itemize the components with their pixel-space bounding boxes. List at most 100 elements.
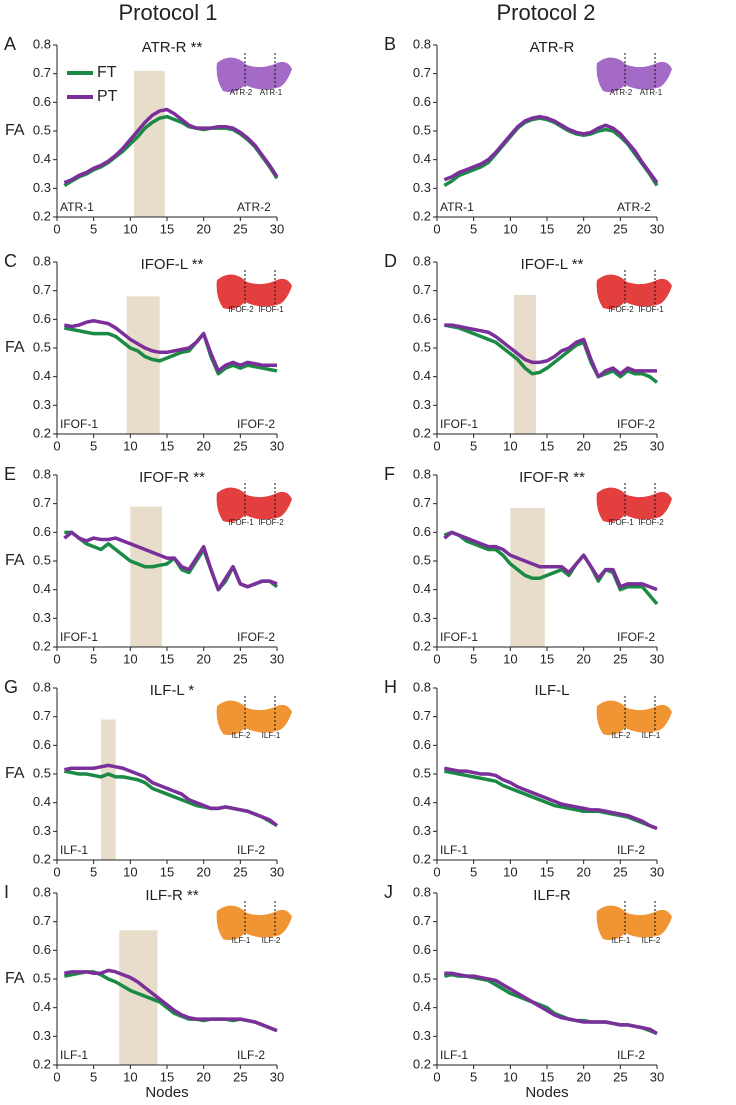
x-tick-label: 0 [433, 438, 440, 453]
series-line [444, 323, 657, 379]
series-line [63, 968, 278, 1033]
x-tick-label: 30 [270, 221, 284, 236]
y-tick-label: 0.2 [413, 638, 431, 653]
x-tick-label: 10 [503, 438, 517, 453]
icon-label: ATR-2 [230, 88, 253, 97]
series-line [64, 530, 279, 592]
y-axis-label: FA [5, 765, 25, 782]
start-label: ILF-1 [60, 1048, 88, 1062]
icon-label: ILF-1 [262, 731, 281, 740]
y-tick-label: 0.7 [413, 495, 431, 510]
y-tick-label: 0.4 [413, 151, 431, 166]
start-label: ATR-1 [440, 200, 474, 214]
start-label: IFOF-1 [440, 417, 478, 431]
column-title: Protocol 2 [496, 0, 595, 25]
icon-label: ILF-2 [232, 731, 251, 740]
y-tick-label: 0.2 [33, 638, 51, 653]
panel-letter: G [4, 677, 18, 697]
y-tick-label: 0.4 [33, 368, 51, 383]
y-tick-label: 0.4 [413, 368, 431, 383]
y-tick-label: 0.3 [413, 180, 431, 195]
x-tick-label: 15 [160, 651, 174, 666]
y-tick-label: 0.5 [33, 552, 51, 567]
x-tick-label: 0 [433, 864, 440, 879]
x-tick-label: 15 [540, 438, 554, 453]
x-axis-label: Nodes [145, 1084, 188, 1101]
series-line [444, 971, 658, 1035]
x-tick-label: 30 [270, 1069, 284, 1084]
tract-icon [216, 57, 292, 93]
x-tick-label: 15 [540, 864, 554, 879]
x-tick-label: 25 [233, 864, 247, 879]
x-tick-label: 0 [53, 651, 60, 666]
panel-letter: A [4, 34, 16, 54]
y-tick-label: 0.2 [413, 1056, 431, 1071]
x-tick-label: 0 [53, 1069, 60, 1084]
x-tick-label: 10 [503, 1069, 517, 1084]
icon-label: IFOF-1 [608, 518, 634, 527]
series-line [443, 116, 659, 187]
x-tick-label: 5 [90, 438, 97, 453]
y-tick-label: 0.7 [33, 913, 51, 928]
x-tick-label: 5 [470, 221, 477, 236]
y-tick-label: 0.4 [413, 581, 431, 596]
tract-icon [216, 905, 292, 941]
y-tick-label: 0.6 [413, 311, 431, 326]
x-tick-label: 15 [540, 1069, 554, 1084]
icon-label: ILF-1 [612, 936, 631, 945]
panel-title: ATR-R ** [142, 39, 203, 56]
end-label: ILF-2 [237, 1048, 265, 1062]
x-tick-label: 15 [160, 438, 174, 453]
y-tick-label: 0.7 [413, 708, 431, 723]
series-line [63, 107, 279, 185]
y-tick-label: 0.5 [413, 552, 431, 567]
y-tick-label: 0.8 [413, 466, 431, 481]
panel-letter: D [384, 251, 397, 271]
x-tick-label: 20 [196, 1069, 210, 1084]
y-tick-label: 0.2 [33, 425, 51, 440]
end-label: ILF-2 [617, 843, 645, 857]
y-tick-label: 0.7 [33, 495, 51, 510]
y-tick-label: 0.8 [33, 36, 51, 51]
x-tick-label: 5 [90, 651, 97, 666]
icon-label: ILF-2 [262, 936, 281, 945]
icon-label: IFOF-1 [228, 518, 254, 527]
panel-title: IFOF-L ** [521, 256, 584, 273]
start-label: ATR-1 [60, 200, 94, 214]
x-tick-label: 0 [53, 864, 60, 879]
y-tick-label: 0.5 [33, 765, 51, 780]
x-tick-label: 20 [576, 651, 590, 666]
y-tick-label: 0.7 [413, 65, 431, 80]
series-line [63, 763, 279, 827]
y-tick-label: 0.8 [33, 466, 51, 481]
y-tick-label: 0.5 [413, 970, 431, 985]
x-tick-label: 15 [540, 221, 554, 236]
y-tick-label: 0.2 [413, 208, 431, 223]
y-tick-label: 0.2 [413, 425, 431, 440]
x-tick-label: 15 [160, 1069, 174, 1084]
series-line [63, 530, 278, 592]
x-tick-label: 30 [270, 438, 284, 453]
x-tick-label: 30 [650, 221, 664, 236]
panel-title: ILF-L * [150, 682, 195, 699]
tract-icon [216, 487, 292, 523]
y-tick-label: 0.8 [33, 884, 51, 899]
series-line [63, 114, 279, 187]
y-tick-label: 0.7 [413, 913, 431, 928]
y-tick-label: 0.5 [413, 339, 431, 354]
y-tick-label: 0.4 [413, 999, 431, 1014]
end-label: ATR-2 [617, 200, 651, 214]
y-tick-label: 0.6 [413, 524, 431, 539]
end-label: IFOF-2 [617, 630, 655, 644]
y-axis-label: FA [5, 339, 25, 356]
x-tick-label: 15 [160, 221, 174, 236]
series-line [443, 530, 658, 592]
series-line [443, 114, 659, 184]
y-tick-label: 0.7 [33, 708, 51, 723]
tract-icon [596, 57, 672, 93]
y-tick-label: 0.7 [33, 65, 51, 80]
y-tick-label: 0.4 [33, 151, 51, 166]
x-tick-label: 30 [650, 651, 664, 666]
x-tick-label: 25 [233, 651, 247, 666]
end-label: ILF-2 [237, 843, 265, 857]
